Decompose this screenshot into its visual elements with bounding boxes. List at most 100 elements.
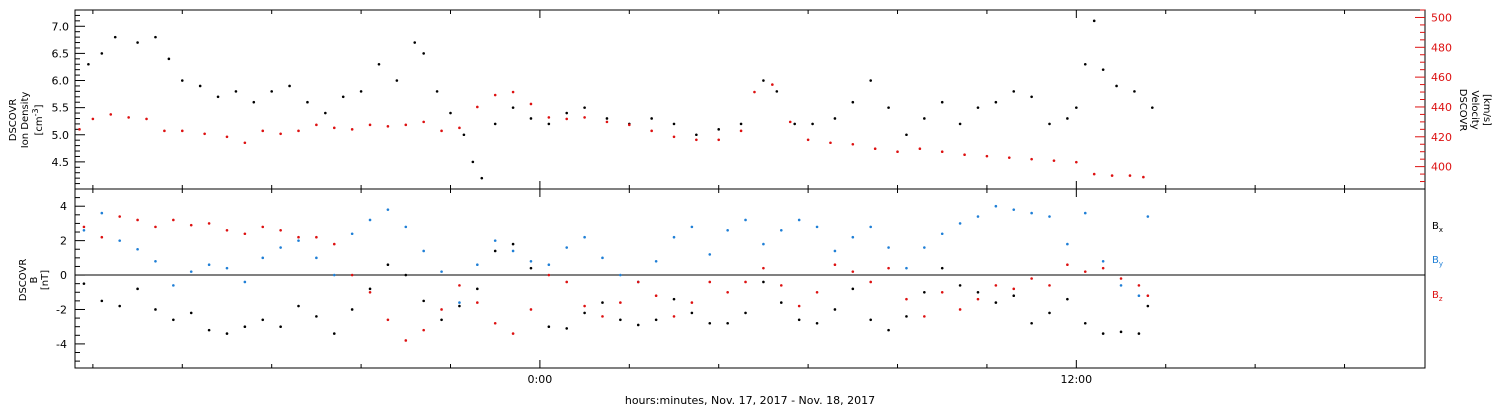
bx-series — [82, 242, 1150, 335]
density-point — [377, 62, 381, 66]
bx-point — [565, 327, 569, 330]
bz-point — [851, 270, 855, 273]
density-point — [359, 90, 363, 93]
velocity-point — [829, 141, 832, 145]
by-point — [654, 259, 658, 263]
bz-point — [440, 308, 443, 311]
velocity-point — [404, 123, 408, 127]
by-point — [976, 215, 980, 218]
bz-point — [940, 290, 944, 294]
density-axis: 4.5 5.0 5.5 6.0 6.5 7.0 — [52, 9, 85, 185]
density-point — [793, 122, 797, 126]
by-point — [440, 270, 443, 273]
density-point — [762, 79, 765, 82]
bx-point — [601, 301, 604, 304]
velocity-point — [565, 117, 569, 121]
bx-point — [332, 332, 336, 335]
bx-point — [493, 249, 497, 253]
by-point — [762, 242, 765, 246]
density-point — [583, 106, 586, 109]
bx-point — [636, 323, 640, 327]
density-point — [252, 100, 256, 104]
bx-point — [136, 287, 139, 291]
bz-series — [82, 215, 1150, 342]
density-point — [395, 79, 399, 82]
density-point — [976, 106, 980, 109]
density-point — [739, 122, 743, 126]
by-point — [672, 235, 676, 239]
magnetic-field-panel: -4 -2 0 2 4 DSCOVR B [nT] Bx By Bz — [18, 188, 1443, 369]
bz-point — [654, 294, 658, 298]
by-point — [225, 266, 229, 270]
bz-point — [1012, 287, 1016, 291]
velocity-point — [422, 120, 425, 124]
bx-point — [994, 301, 998, 304]
by-point — [601, 256, 604, 260]
bx-point — [887, 328, 890, 332]
by-point — [1048, 215, 1051, 218]
velocity-point — [1128, 174, 1132, 177]
velocity-point — [806, 138, 810, 142]
velocity-point — [940, 150, 944, 154]
bz-point — [887, 266, 890, 270]
by-point — [869, 225, 872, 229]
bx-point — [1119, 330, 1123, 334]
velocity-point — [896, 150, 899, 154]
bx-point — [1137, 332, 1141, 335]
velocity-point — [963, 153, 966, 156]
by-point — [1119, 284, 1123, 287]
bz-point — [1101, 266, 1105, 270]
bz-point — [279, 229, 282, 232]
bz-point — [619, 301, 622, 304]
by-point — [779, 229, 783, 232]
bx-point — [368, 287, 372, 291]
velocity-point — [493, 93, 497, 97]
by-point — [958, 222, 962, 225]
bx-point — [547, 325, 551, 328]
density-point — [216, 95, 220, 99]
velocity-point — [476, 105, 479, 109]
by-point — [368, 218, 372, 222]
by-point — [529, 259, 533, 263]
velocity-point — [918, 147, 922, 151]
density-point — [811, 122, 814, 126]
legend-by: By — [1432, 255, 1443, 268]
density-point — [1048, 122, 1051, 126]
by-point — [297, 239, 300, 242]
density-point — [605, 117, 609, 120]
velocity-point — [788, 120, 792, 124]
bx-point — [172, 318, 175, 322]
bz-point — [1119, 277, 1123, 280]
b-tick-label: 4 — [60, 200, 67, 213]
bx-point — [851, 287, 855, 291]
b-tick-label: -4 — [56, 338, 67, 351]
by-point — [332, 273, 336, 277]
by-point — [315, 256, 318, 260]
density-point — [717, 128, 721, 131]
density-point — [324, 111, 327, 115]
by-point — [493, 239, 497, 242]
density-unit-exponent: -3 — [31, 108, 40, 116]
bz-point — [923, 315, 926, 318]
velocity-point — [1092, 172, 1096, 176]
bx-point — [744, 311, 747, 315]
bx-point — [1048, 311, 1051, 315]
density-ylabel-unit: [cm-3] — [31, 104, 45, 135]
bz-point — [225, 229, 229, 232]
velocity-tick-label: 460 — [1431, 71, 1452, 84]
velocity-tick-label: 500 — [1431, 11, 1452, 24]
bx-point — [1101, 332, 1105, 335]
velocity-point — [243, 141, 247, 145]
bx-point — [297, 304, 300, 308]
density-point — [565, 111, 569, 115]
density-point — [650, 117, 653, 120]
b-tick-label: 0 — [60, 269, 67, 282]
bz-point — [690, 301, 694, 304]
by-point — [511, 249, 515, 253]
density-point — [1151, 106, 1154, 109]
density-point — [851, 100, 855, 104]
bz-point — [1083, 270, 1087, 273]
by-point — [476, 263, 479, 267]
bz-point — [833, 263, 837, 267]
